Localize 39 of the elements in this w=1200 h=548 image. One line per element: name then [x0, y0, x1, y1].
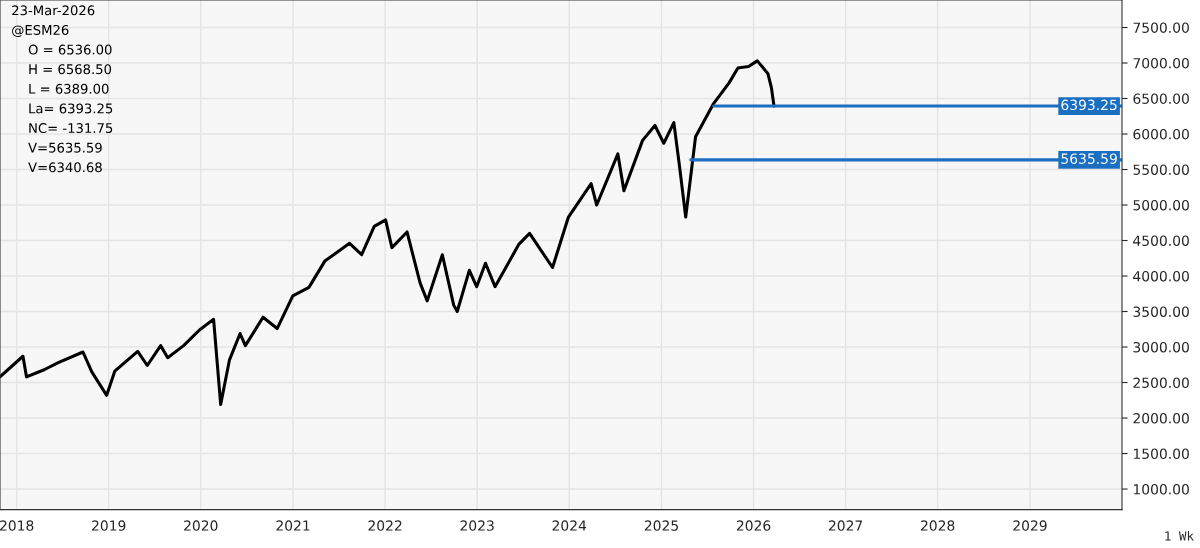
y-tick-label: 4500.00 — [1133, 235, 1189, 246]
x-tick-label: 2020 — [184, 520, 218, 531]
y-tick-label: 5000.00 — [1133, 199, 1189, 211]
x-tick-label: 2027 — [828, 520, 863, 531]
x-tick-label: 2029 — [1013, 520, 1047, 531]
annotation: H = 6568.50 — [29, 64, 112, 75]
x-tick-label: 2028 — [920, 520, 955, 531]
y-tick-label: 5500.00 — [1133, 164, 1189, 175]
y-tick-label: 3500.00 — [1133, 306, 1189, 317]
data-label: 5635.59 — [1061, 153, 1117, 164]
x-tick-label: 2021 — [276, 520, 310, 531]
data-label: 6393.25 — [1061, 99, 1117, 111]
y-tick-label: 7500.00 — [1133, 22, 1189, 33]
x-tick-label: 2023 — [460, 520, 494, 531]
y-tick-label: 3000.00 — [1133, 342, 1189, 353]
line-series — [0, 59, 776, 407]
x-tick-label: 2022 — [368, 520, 402, 531]
text: 1 Wk — [1165, 531, 1194, 541]
annotation: La= 6393.25 — [29, 103, 113, 114]
y-tick-label: 4000.00 — [1133, 270, 1189, 282]
y-tick-label: 1500.00 — [1133, 448, 1189, 460]
x-tick-label: 2025 — [644, 520, 678, 531]
x-tick-label: 2019 — [92, 520, 126, 531]
y-tick-label: 7000.00 — [1133, 57, 1189, 69]
y-tick-label: 2500.00 — [1133, 377, 1189, 389]
y-tick-label: 6000.00 — [1133, 128, 1189, 140]
x-tick-label: 2024 — [552, 520, 587, 531]
x-tick-label: 2026 — [736, 520, 771, 531]
annotation: 23-Mar-2026 — [12, 5, 95, 16]
annotation: V=6340.68 — [28, 162, 102, 173]
annotation: NC= -131.75 — [29, 123, 113, 134]
annotation: O = 6536.00 — [28, 44, 112, 55]
y-tick-label: 1000.00 — [1133, 484, 1189, 495]
annotation: L = 6389.00 — [29, 83, 109, 94]
x-tick-label: 2018 — [0, 520, 34, 531]
y-tick-label: 6500.00 — [1133, 93, 1189, 104]
y-tick-label: 2000.00 — [1133, 413, 1189, 424]
annotation: V=5635.59 — [28, 142, 102, 153]
annotation: @ESM26 — [12, 24, 69, 38]
